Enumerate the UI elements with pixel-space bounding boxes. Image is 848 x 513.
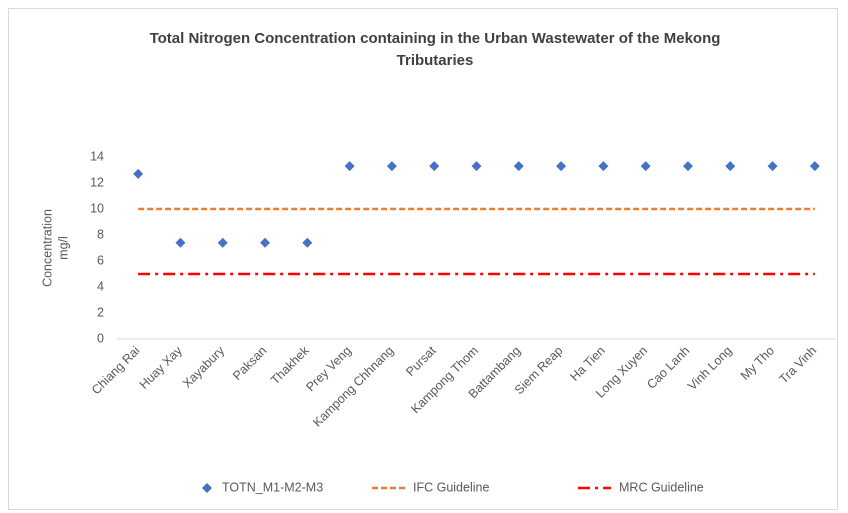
data-point: [725, 161, 736, 172]
legend-label: MRC Guideline: [619, 480, 704, 494]
y-axis-label: mg/l: [56, 236, 70, 260]
data-point: [598, 161, 609, 172]
data-point: [175, 237, 186, 248]
data-point: [344, 161, 355, 172]
chart-border: [8, 8, 838, 510]
data-point: [556, 161, 567, 172]
data-point: [217, 237, 228, 248]
y-tick-label: 6: [97, 253, 104, 267]
legend-swatch: [202, 483, 212, 493]
chart-title: Total Nitrogen Concentration containing …: [149, 30, 721, 69]
y-tick-label: 8: [97, 227, 104, 241]
legend-label: IFC Guideline: [413, 480, 489, 494]
data-point: [386, 161, 397, 172]
y-tick-label: 12: [90, 175, 104, 189]
data-point: [513, 161, 524, 172]
data-point: [682, 161, 693, 172]
y-tick-label: 0: [97, 331, 104, 345]
y-tick-label: 14: [90, 149, 104, 163]
data-point: [133, 168, 144, 179]
data-point: [471, 161, 482, 172]
y-tick-label: 2: [97, 305, 104, 319]
data-point: [809, 161, 820, 172]
data-point: [640, 161, 651, 172]
data-point: [767, 161, 778, 172]
legend-label: TOTN_M1-M2-M3: [222, 480, 323, 494]
data-point: [260, 237, 271, 248]
y-tick-label: 4: [97, 279, 104, 293]
y-tick-label: 10: [90, 201, 104, 215]
y-axis-label: Concentration: [40, 209, 54, 287]
data-point: [429, 161, 440, 172]
data-point: [302, 237, 313, 248]
